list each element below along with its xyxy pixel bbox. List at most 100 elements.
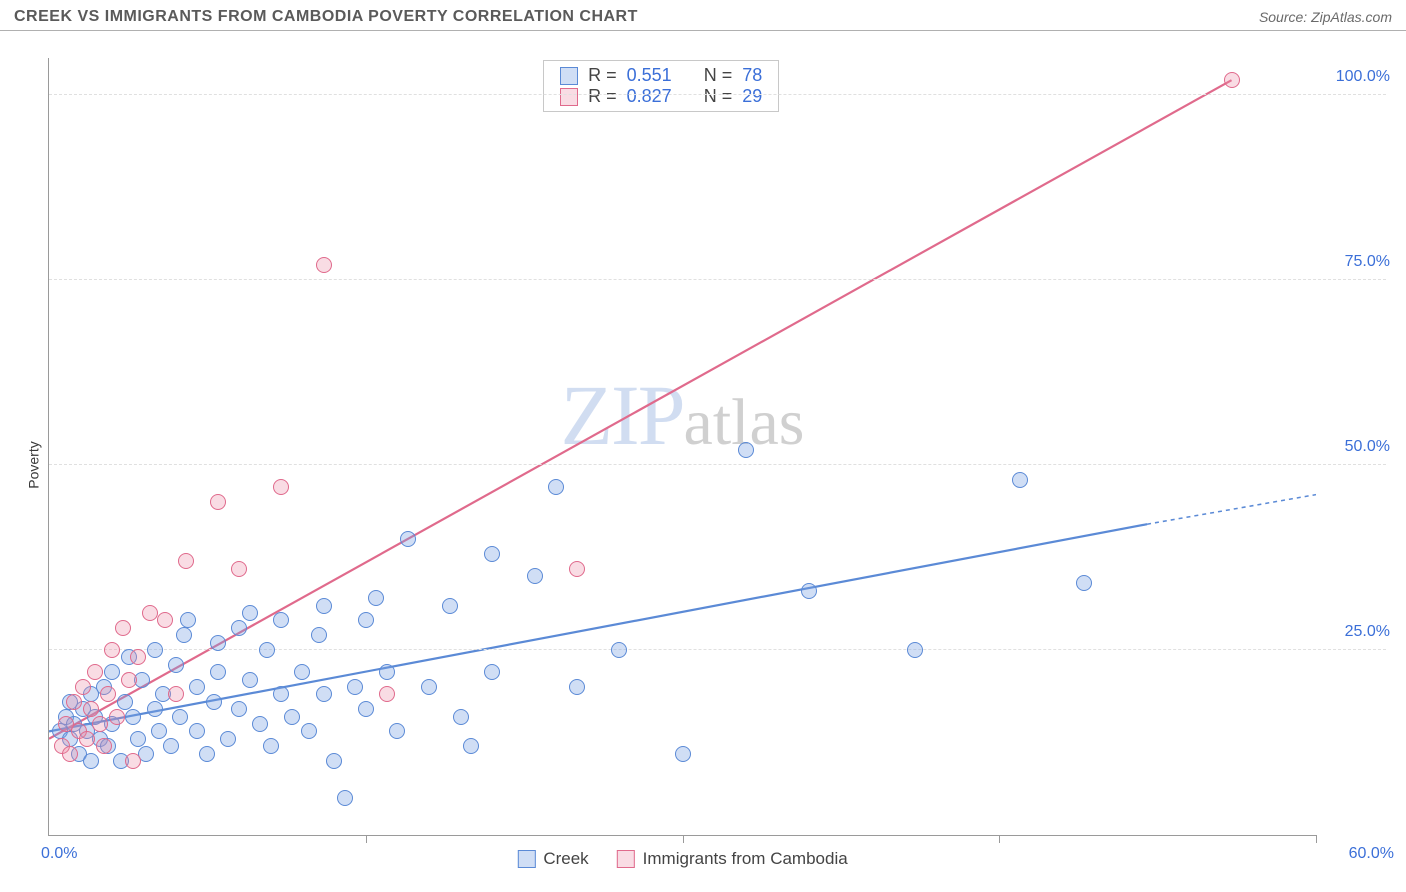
data-point [142,605,158,621]
gridline [49,464,1386,465]
gridline [49,649,1386,650]
data-point [263,738,279,754]
data-point [1076,575,1092,591]
data-point [358,612,374,628]
gridline [49,279,1386,280]
data-point [176,627,192,643]
data-point [189,723,205,739]
y-tick-label: 75.0% [1345,253,1390,271]
data-point [147,701,163,717]
data-point [231,561,247,577]
data-point [168,657,184,673]
stat-r-value: 0.551 [627,65,672,86]
legend-swatch [517,850,535,868]
data-point [484,546,500,562]
data-point [117,694,133,710]
data-point [210,664,226,680]
source-credit: Source: ZipAtlas.com [1259,9,1392,25]
legend-swatch [560,88,578,106]
stat-r-label: R = [588,86,617,107]
data-point [801,583,817,599]
header-bar: CREEK VS IMMIGRANTS FROM CAMBODIA POVERT… [0,0,1406,31]
data-point [311,627,327,643]
data-point [231,701,247,717]
data-point [189,679,205,695]
x-tick [999,835,1000,843]
data-point [379,664,395,680]
watermark: ZIPatlas [561,365,805,465]
data-point [548,479,564,495]
data-point [379,686,395,702]
data-point [163,738,179,754]
data-point [104,642,120,658]
data-point [199,746,215,762]
data-point [907,642,923,658]
data-point [125,753,141,769]
data-point [400,531,416,547]
y-tick-label: 50.0% [1345,438,1390,456]
data-point [109,709,125,725]
legend-label: Immigrants from Cambodia [643,849,848,869]
x-origin-label: 0.0% [41,845,77,863]
data-point [172,709,188,725]
data-point [220,731,236,747]
data-point [337,790,353,806]
data-point [453,709,469,725]
trend-lines [49,58,1316,835]
data-point [130,731,146,747]
data-point [83,701,99,717]
data-point [273,479,289,495]
x-tick [1316,835,1317,843]
data-point [231,620,247,636]
data-point [168,686,184,702]
data-point [1224,72,1240,88]
legend-label: Creek [543,849,588,869]
stat-n-label: N = [704,65,733,86]
data-point [180,612,196,628]
data-point [316,686,332,702]
data-point [358,701,374,717]
data-point [125,709,141,725]
data-point [569,561,585,577]
data-point [100,686,116,702]
data-point [151,723,167,739]
data-point [421,679,437,695]
data-point [96,738,112,754]
data-point [130,649,146,665]
gridline [49,94,1386,95]
data-point [92,716,108,732]
stat-n-value: 29 [742,86,762,107]
data-point [738,442,754,458]
data-point [442,598,458,614]
data-point [115,620,131,636]
plot-region: ZIPatlas R = 0.551N = 78R = 0.827N = 29 … [48,58,1316,836]
data-point [66,694,82,710]
data-point [273,612,289,628]
legend-swatch [617,850,635,868]
y-axis-label: Poverty [26,441,42,488]
data-point [104,664,120,680]
stat-n-value: 78 [742,65,762,86]
data-point [210,494,226,510]
x-max-label: 60.0% [1349,845,1394,863]
chart-area: Poverty ZIPatlas R = 0.551N = 78R = 0.82… [0,38,1406,892]
data-point [569,679,585,695]
data-point [259,642,275,658]
chart-title: CREEK VS IMMIGRANTS FROM CAMBODIA POVERT… [14,8,638,26]
data-point [62,746,78,762]
y-tick-label: 100.0% [1336,68,1390,86]
x-tick [366,835,367,843]
data-point [463,738,479,754]
data-point [206,694,222,710]
data-point [294,664,310,680]
stat-n-label: N = [704,86,733,107]
stats-legend-box: R = 0.551N = 78R = 0.827N = 29 [543,60,779,112]
data-point [484,664,500,680]
data-point [75,679,91,695]
data-point [178,553,194,569]
data-point [316,598,332,614]
stat-r-value: 0.827 [627,86,672,107]
data-point [347,679,363,695]
data-point [87,664,103,680]
data-point [316,257,332,273]
